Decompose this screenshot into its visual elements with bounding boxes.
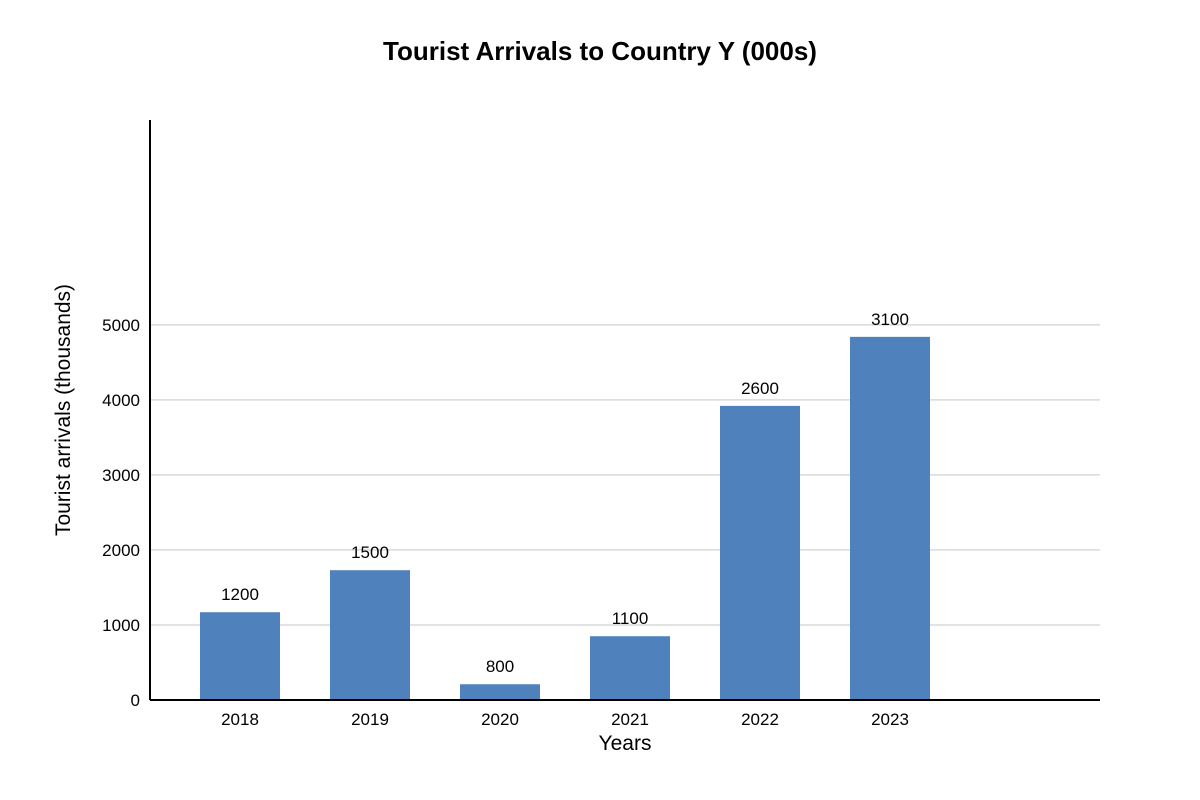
- data-label: 800: [486, 657, 514, 676]
- data-label: 2600: [741, 379, 779, 398]
- x-tick-label: 2021: [611, 710, 649, 729]
- bar: [720, 405, 800, 700]
- gridlines: [150, 324, 1100, 626]
- bar: [330, 570, 410, 700]
- data-label: 1100: [612, 609, 649, 628]
- x-tick-label: 2022: [741, 710, 779, 729]
- x-tick-label: 2020: [481, 710, 519, 729]
- bar: [590, 636, 670, 700]
- data-label: 1500: [351, 543, 389, 562]
- y-tick-label: 3000: [102, 466, 140, 485]
- y-tick-labels: 0 1000 2000 3000 4000 5000: [102, 316, 140, 710]
- bar: [200, 612, 280, 700]
- y-tick-label: 4000: [102, 391, 140, 410]
- bar: [850, 336, 930, 700]
- data-labels: 1200 1500 800 1100 2600 3100: [221, 310, 909, 676]
- x-tick-label: 2019: [351, 710, 389, 729]
- y-tick-label: 2000: [102, 541, 140, 560]
- data-label: 1200: [221, 585, 259, 604]
- x-tick-labels: 2018 2019 2020 2021 2022 2023: [221, 710, 909, 729]
- x-tick-label: 2018: [221, 710, 259, 729]
- x-tick-label: 2023: [871, 710, 909, 729]
- y-tick-label: 5000: [102, 316, 140, 335]
- y-tick-label: 1000: [102, 616, 140, 635]
- bar: [460, 684, 540, 700]
- x-axis-label: Years: [599, 732, 652, 755]
- y-axis-label: Tourist arrivals (thousands): [52, 284, 75, 536]
- bars: [200, 336, 930, 700]
- chart-title: Tourist Arrivals to Country Y (000s): [383, 36, 817, 66]
- y-tick-label: 0: [131, 691, 140, 710]
- data-label: 3100: [871, 310, 909, 329]
